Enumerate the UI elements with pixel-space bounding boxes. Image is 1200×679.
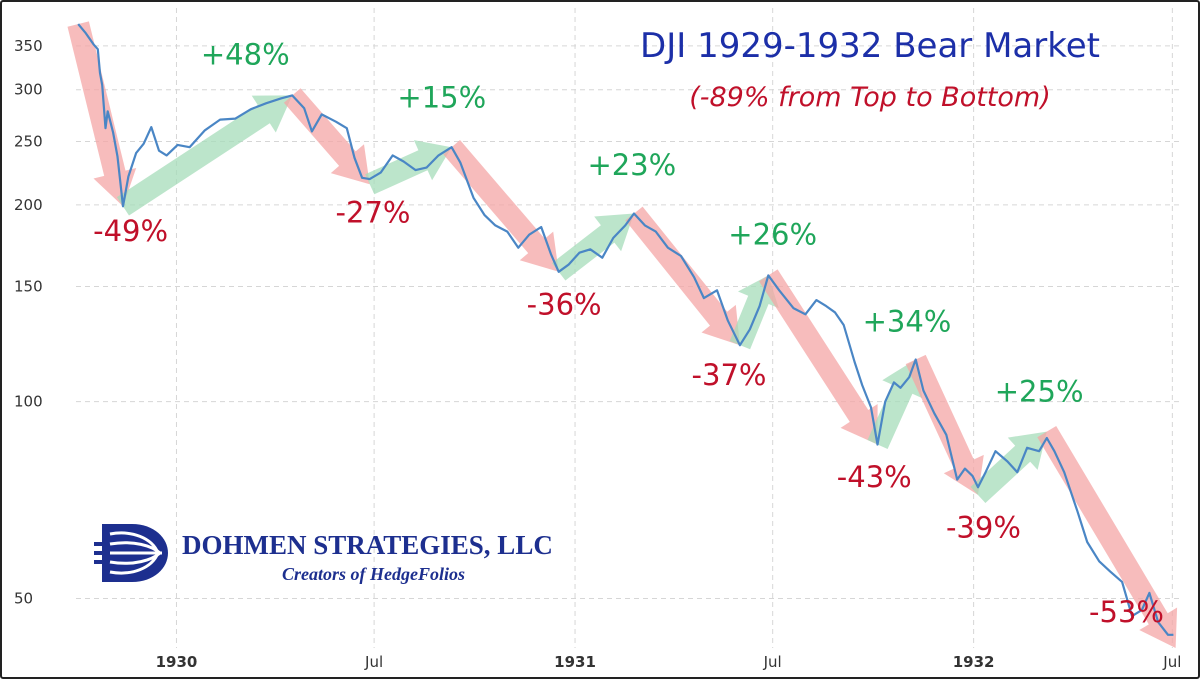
decline-percent-label: -43% bbox=[837, 460, 912, 494]
y-axis: 50 100 150 200 250 300 350 bbox=[14, 37, 43, 608]
decline-arrow bbox=[905, 354, 984, 495]
decline-arrow bbox=[443, 140, 559, 272]
x-tick-label: Jul bbox=[763, 653, 782, 671]
y-tick-label: 200 bbox=[14, 196, 43, 214]
y-tick-label: 50 bbox=[14, 589, 33, 607]
x-tick-label: 1930 bbox=[156, 653, 198, 671]
company-name: DOHMEN STRATEGIES, LLC bbox=[182, 530, 553, 560]
decline-percent-label: -53% bbox=[1089, 595, 1164, 629]
decline-percent-label: -27% bbox=[336, 195, 411, 229]
y-tick-label: 350 bbox=[14, 37, 43, 55]
rally-arrow bbox=[551, 213, 634, 281]
x-tick-label: Jul bbox=[364, 653, 383, 671]
rally-percent-label: +48% bbox=[201, 37, 290, 71]
price-series bbox=[77, 23, 1174, 636]
decline-arrow bbox=[67, 21, 137, 207]
y-tick-label: 300 bbox=[14, 81, 43, 99]
rally-arrow bbox=[116, 95, 293, 216]
y-tick-label: 150 bbox=[14, 278, 43, 296]
x-tick-label: Jul bbox=[1162, 653, 1181, 671]
rally-arrow bbox=[729, 275, 779, 350]
decline-percent-label: -36% bbox=[527, 287, 602, 321]
rally-percent-label: +25% bbox=[995, 375, 1084, 409]
company-logo: DOHMEN STRATEGIES, LLC Creators of Hedge… bbox=[92, 520, 612, 590]
rally-percent-label: +15% bbox=[397, 80, 486, 114]
decline-arrow bbox=[625, 206, 740, 346]
x-tick-label: 1931 bbox=[554, 653, 596, 671]
x-axis: 1930 Jul 1931 Jul 1932 Jul bbox=[156, 653, 1182, 671]
decline-percent-label: -39% bbox=[946, 510, 1021, 544]
chart-title: DJI 1929-1932 Bear Market bbox=[640, 26, 1100, 66]
y-tick-label: 100 bbox=[14, 393, 43, 411]
rally-arrow bbox=[970, 431, 1047, 503]
decline-arrow bbox=[759, 269, 878, 445]
fan-logo-icon bbox=[94, 524, 168, 582]
decline-percent-label: -37% bbox=[692, 358, 767, 392]
rally-percent-label: +23% bbox=[587, 148, 676, 182]
dji-price-line bbox=[77, 23, 1174, 636]
chart-subtitle: (-89% from Top to Bottom) bbox=[689, 82, 1051, 113]
company-tagline: Creators of HedgeFolios bbox=[282, 564, 465, 584]
x-tick-label: 1932 bbox=[953, 653, 995, 671]
decline-percent-label: -49% bbox=[93, 214, 168, 248]
rally-percent-label: +26% bbox=[728, 217, 817, 251]
segment-labels: -49% +48% -27% +15% -36% +23% -37% +26% -43% +34%… bbox=[93, 37, 1164, 629]
grid bbox=[76, 8, 1180, 648]
y-tick-label: 250 bbox=[14, 132, 43, 150]
trend-arrows bbox=[67, 21, 1178, 648]
decline-arrow bbox=[283, 88, 370, 185]
rally-percent-label: +34% bbox=[863, 305, 952, 339]
decline-arrow bbox=[1037, 426, 1178, 648]
rally-arrow bbox=[365, 140, 452, 195]
